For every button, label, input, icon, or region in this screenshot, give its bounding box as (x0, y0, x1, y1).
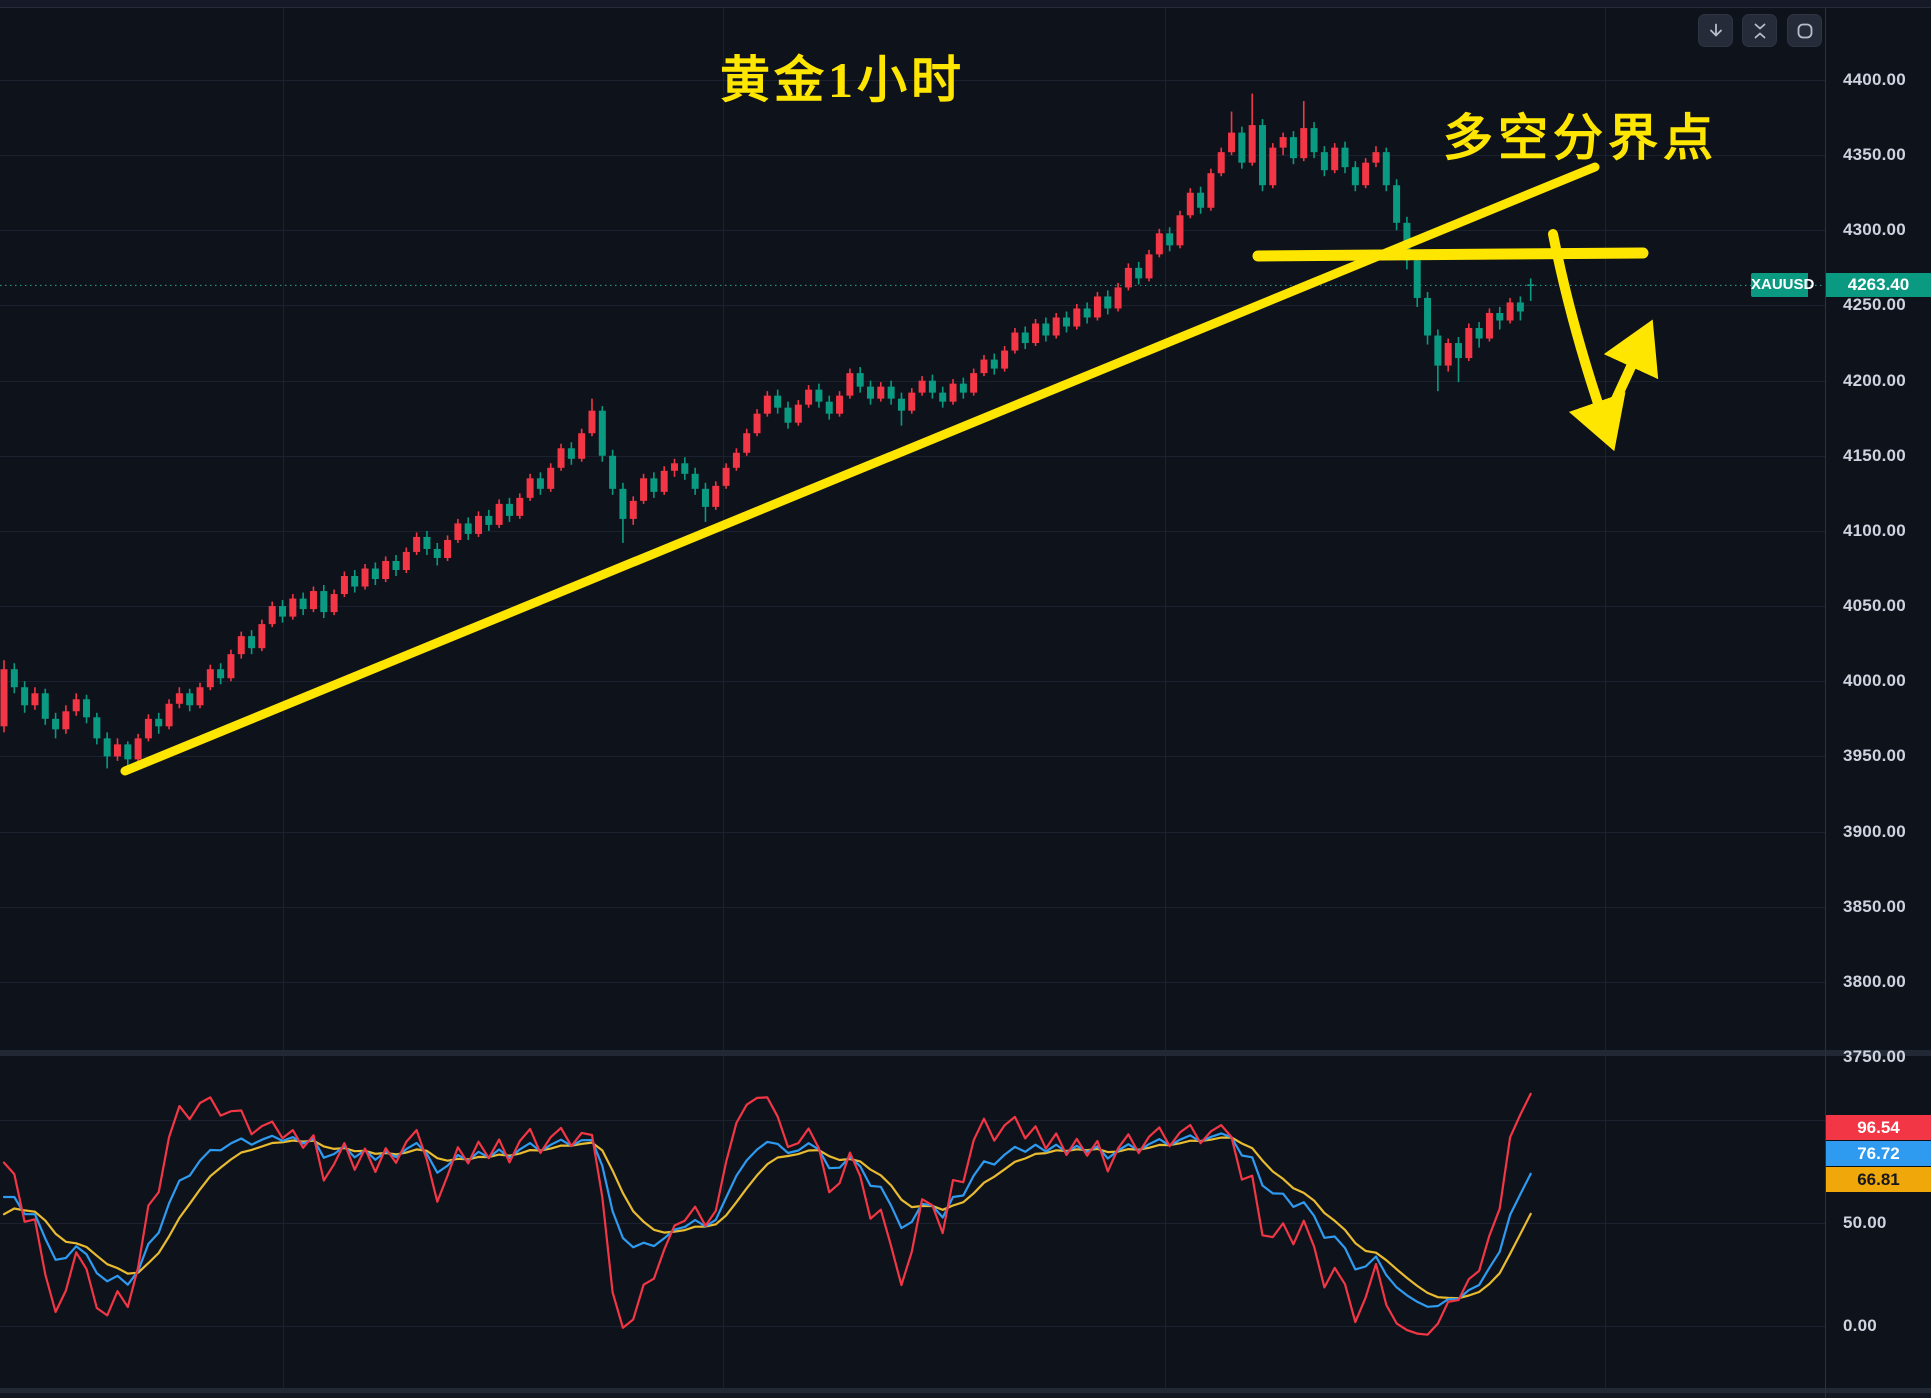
indicator-axis-label: 50.00 (1843, 1212, 1887, 1232)
price-axis-label: 3900.00 (1843, 821, 1906, 841)
price-axis-label: 3850.00 (1843, 896, 1906, 916)
grid-lines (0, 8, 1825, 1388)
price-axis-label: 4150.00 (1843, 445, 1906, 465)
kdj-k-line (2, 1132, 1532, 1308)
indicator-axis-label: 0.00 (1843, 1316, 1877, 1335)
candlestick-series[interactable] (0, 93, 1535, 769)
price-axis-label: 4300.00 (1843, 220, 1906, 240)
price-axis-label: 3950.00 (1843, 746, 1906, 766)
pane-separator[interactable] (0, 1050, 1931, 1056)
kdj-indicator-lines[interactable] (2, 1092, 1532, 1336)
chart-title-annotation[interactable]: 黄金1小时 (720, 52, 965, 108)
user-drawings (120, 162, 1659, 776)
arrow-down-icon (1706, 21, 1726, 41)
kdj-d-line (2, 1136, 1532, 1300)
last-price-badge: 4263.40 (1826, 273, 1931, 298)
price-axis-label: 4400.00 (1843, 70, 1906, 89)
price-axis-label: 4350.00 (1843, 145, 1906, 165)
last-price-ticker-tag: XAUUSD (1751, 273, 1814, 298)
move-pane-down-button[interactable] (1698, 14, 1733, 47)
price-axis-label: 4000.00 (1843, 671, 1906, 691)
collapse-pane-button[interactable] (1742, 14, 1777, 47)
pane-top-strip (0, 0, 1931, 7)
arrow-up-drawing[interactable] (1601, 319, 1659, 426)
price-axis-label: 4100.00 (1843, 520, 1906, 540)
arrow-down-drawing[interactable] (1548, 229, 1626, 452)
indicator-value-badge: 96.54 (1826, 1115, 1931, 1140)
price-axis-label: 3800.00 (1843, 971, 1906, 991)
maximize-pane-button[interactable] (1787, 14, 1822, 47)
price-axis-label: 4200.00 (1843, 370, 1906, 390)
indicator-value-badge: 76.72 (1826, 1141, 1931, 1166)
trendline-drawing[interactable] (120, 162, 1600, 776)
bottom-separator (0, 1388, 1931, 1393)
maximize-pane-icon (1795, 21, 1815, 41)
horizontal-level-drawing[interactable] (1252, 247, 1649, 262)
indicator-value-badge: 66.81 (1826, 1167, 1931, 1192)
price-axis-label: 4050.00 (1843, 596, 1906, 616)
collapse-panes-icon (1750, 21, 1770, 41)
price-axis-label: 4250.00 (1843, 295, 1906, 315)
price-axis-label: 3750.00 (1843, 1047, 1906, 1066)
kdj-j-line (2, 1092, 1532, 1336)
pivot-point-annotation[interactable]: 多空分界点 (1443, 110, 1718, 166)
